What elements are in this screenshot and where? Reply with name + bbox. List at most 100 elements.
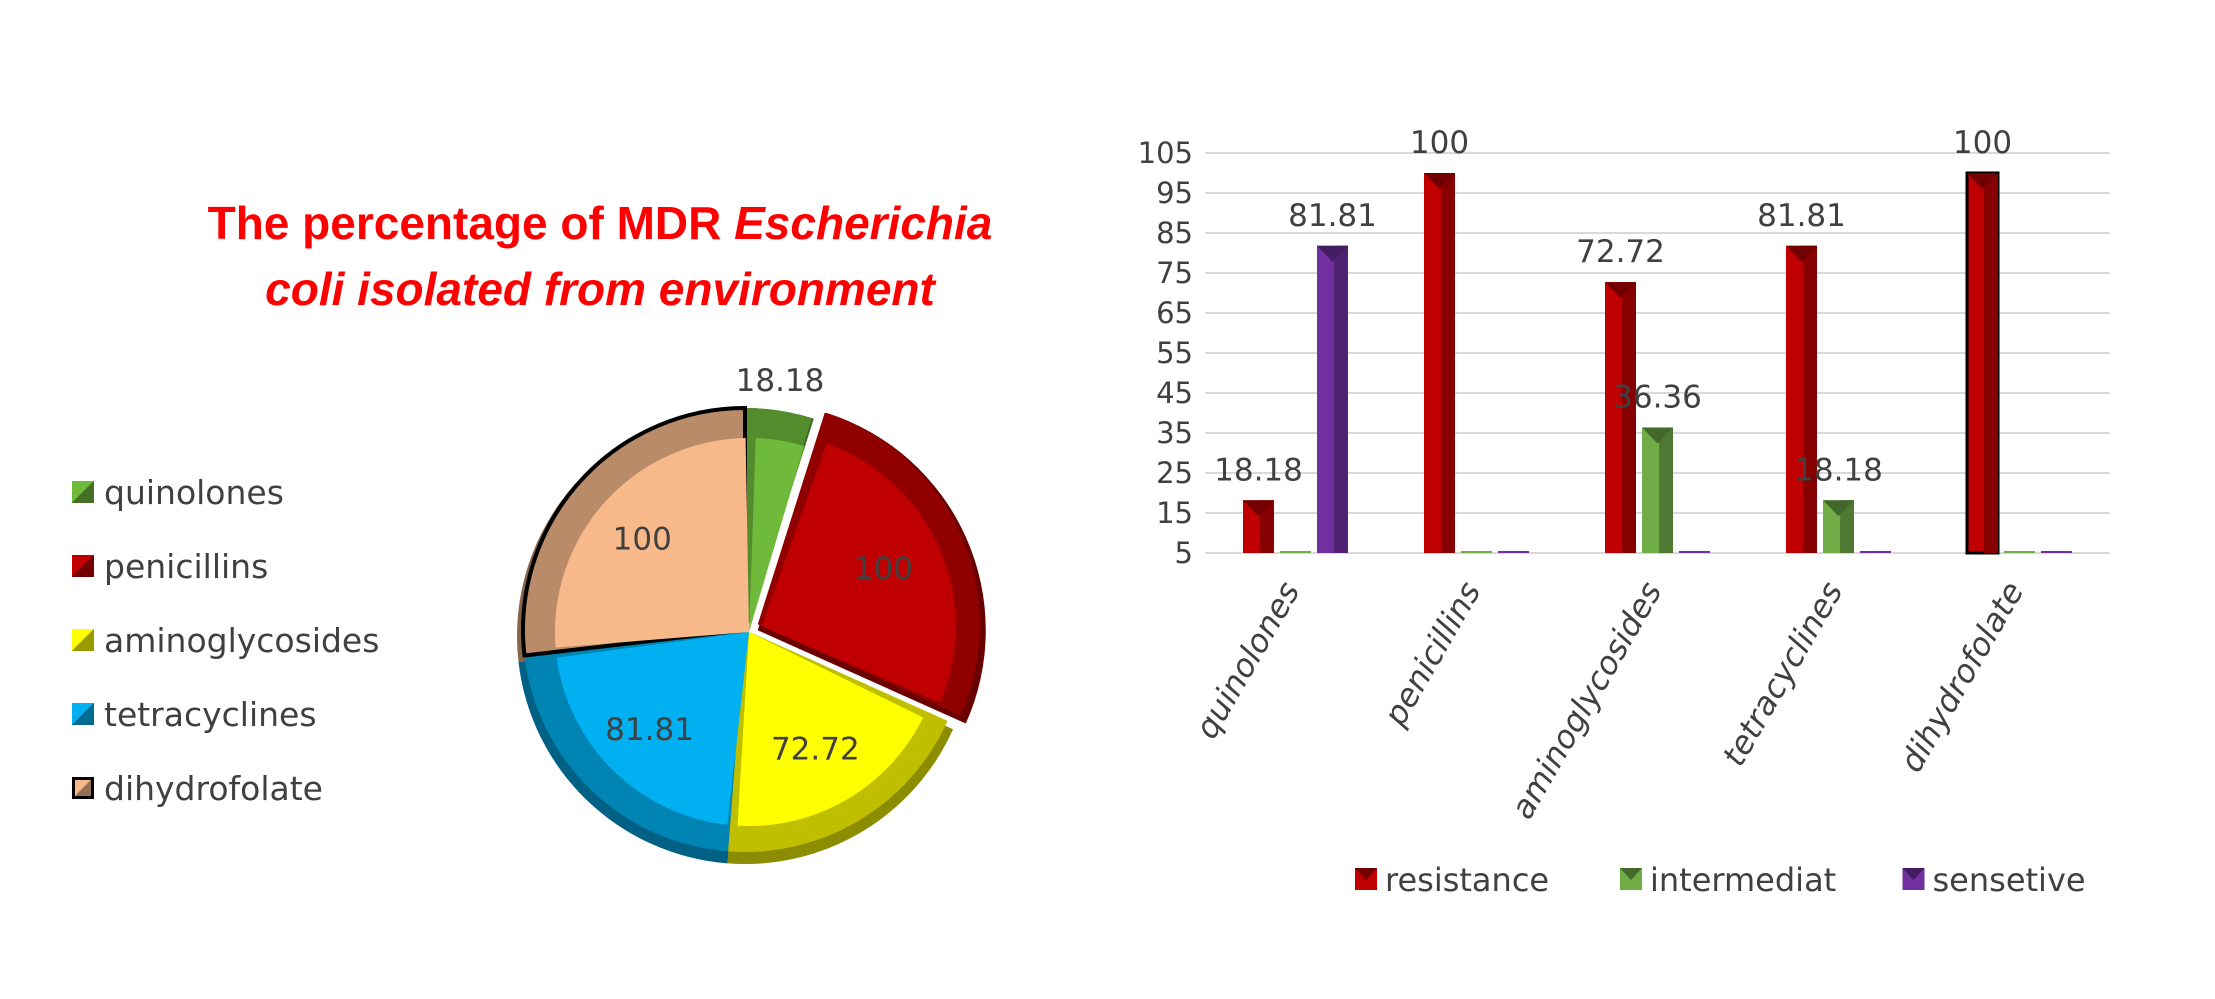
bar-side-dihydrofolate-resistance <box>1984 173 1998 553</box>
bar-dihydrofolate-intermediat <box>2004 551 2035 553</box>
bar-legend-item-intermediat: intermediat <box>1620 861 1836 899</box>
bar-body-penicillins-sensetive <box>1498 551 1529 553</box>
bar-penicillins-resistance <box>1424 173 1455 553</box>
bar-cap-penicillins-resistance <box>1424 173 1455 189</box>
x-tick-label-aminoglycosides: aminoglycosides <box>1503 575 1669 825</box>
bar-body-dihydrofolate-intermediat <box>2004 551 2035 553</box>
bar-dihydrofolate-sensetive <box>2041 551 2072 553</box>
title-text-a: The percentage of MDR <box>207 197 735 249</box>
bar-data-label-aminoglycosides-intermediat: 36.36 <box>1613 380 1702 416</box>
x-tick-label-dihydrofolate: dihydrofolate <box>1892 575 2031 779</box>
y-tick-label-95: 95 <box>1156 176 1193 210</box>
pie-chart: 18.18 100 72.72 81.81 100 <box>516 363 986 864</box>
y-tick-label-45: 45 <box>1156 376 1193 410</box>
pie-legend-label-aminoglycosides: aminoglycosides <box>104 620 380 660</box>
bar-cap-quinolones-sensetive <box>1317 245 1348 262</box>
pie-legend-swatch-quinolones <box>72 481 94 503</box>
bar-cap-tetracyclines-intermediat <box>1823 500 1854 517</box>
bar-body-aminoglycosides-sensetive <box>1679 551 1710 553</box>
y-tick-label-25: 25 <box>1156 456 1193 490</box>
pie-legend-item-quinolones: quinolones <box>72 455 379 529</box>
bar-side-aminoglycosides-intermediat <box>1659 427 1673 553</box>
pie-legend-item-tetracyclines: tetracyclines <box>72 677 379 751</box>
y-tick-label-65: 65 <box>1156 296 1193 330</box>
bar-tetracyclines-intermediat <box>1823 500 1854 553</box>
bar-aminoglycosides-sensetive <box>1679 551 1710 553</box>
y-tick-label-85: 85 <box>1156 216 1193 250</box>
pie-slice-face-aminoglycosides <box>737 632 924 826</box>
y-tick-label-105: 105 <box>1138 136 1193 170</box>
bar-cap-dihydrofolate-resistance <box>1967 173 1998 189</box>
pie-legend-swatch-dihydrofolate <box>72 777 94 799</box>
y-tick-label-5: 5 <box>1175 536 1193 570</box>
bar-aminoglycosides-resistance <box>1605 282 1636 553</box>
bar-cap-tetracyclines-resistance <box>1786 245 1817 262</box>
bar-tetracyclines-sensetive <box>1860 551 1891 553</box>
bar-body-penicillins-intermediat <box>1461 551 1492 553</box>
pie-legend-label-penicillins: penicillins <box>104 546 269 586</box>
bar-legend-label-resistance: resistance <box>1385 861 1549 899</box>
bar-legend-swatch-cap-resistance <box>1355 868 1377 880</box>
title-text-b: Escherichia <box>734 197 993 249</box>
pie-slice-face-dihydrofolate <box>555 438 749 648</box>
bar-cap-quinolones-resistance <box>1243 500 1274 517</box>
bar-legend-label-intermediat: intermediat <box>1650 861 1836 899</box>
x-tick-label-penicillins: penicillins <box>1375 575 1488 733</box>
bar-data-label-quinolones-resistance: 18.18 <box>1214 452 1303 488</box>
bar-body-dihydrofolate-sensetive <box>2041 551 2072 553</box>
pie-data-label-quinolones: 18.18 <box>736 363 825 399</box>
bar-tetracyclines-resistance <box>1786 245 1817 553</box>
bar-aminoglycosides-intermediat <box>1642 427 1673 553</box>
pie-legend-label-tetracyclines: tetracyclines <box>104 694 317 734</box>
x-tick-label-quinolones: quinolones <box>1187 575 1307 745</box>
y-tick-label-55: 55 <box>1156 336 1193 370</box>
pie-legend-label-dihydrofolate: dihydrofolate <box>104 768 323 808</box>
bar-side-tetracyclines-intermediat <box>1840 500 1854 553</box>
bar-legend-label-sensetive: sensetive <box>1933 861 2086 899</box>
bar-penicillins-sensetive <box>1498 551 1529 553</box>
bar-data-label-penicillins-resistance: 100 <box>1410 125 1469 161</box>
pie-slice-face-penicillins <box>761 443 956 703</box>
bar-dihydrofolate-resistance <box>1965 171 2000 555</box>
pie-legend-item-penicillins: penicillins <box>72 529 379 603</box>
pie-slice-face-quinolones <box>749 438 805 632</box>
bar-penicillins-intermediat <box>1461 551 1492 553</box>
bar-legend-swatch-cap-sensetive <box>1902 868 1925 880</box>
bar-data-label-tetracyclines-resistance: 81.81 <box>1757 198 1846 234</box>
pie-legend-item-aminoglycosides: aminoglycosides <box>72 603 379 677</box>
bar-side-quinolones-sensetive <box>1334 245 1348 553</box>
bar-quinolones-intermediat <box>1280 551 1311 553</box>
bar-body-quinolones-intermediat <box>1280 551 1311 553</box>
pie-data-label-dihydrofolate: 100 <box>613 521 672 557</box>
bar-data-label-aminoglycosides-resistance: 72.72 <box>1576 234 1665 270</box>
bar-quinolones-sensetive <box>1317 245 1348 553</box>
pie-legend-swatch-penicillins <box>72 555 94 577</box>
pie-chart-title: The percentage of MDR Escherichia coli i… <box>150 190 1050 322</box>
bar-data-label-tetracyclines-intermediat: 18.18 <box>1794 452 1883 488</box>
bar-body-tetracyclines-sensetive <box>1860 551 1891 553</box>
bar-side-penicillins-resistance <box>1441 173 1455 553</box>
pie-legend-label-quinolones: quinolones <box>104 472 284 512</box>
bar-side-aminoglycosides-resistance <box>1622 282 1636 553</box>
bar-cap-aminoglycosides-intermediat <box>1642 427 1673 444</box>
y-tick-label-15: 15 <box>1156 496 1193 530</box>
pie-data-label-tetracyclines: 81.81 <box>605 712 694 748</box>
bar-side-quinolones-resistance <box>1260 500 1274 553</box>
bar-legend-item-resistance: resistance <box>1355 861 1549 899</box>
bar-legend-item-sensetive: sensetive <box>1902 861 2086 899</box>
bar-side-tetracyclines-resistance <box>1803 245 1817 553</box>
pie-legend: quinolones penicillins aminoglycosides tetr… <box>72 455 379 825</box>
bar-chart: 5 15 25 35 45 55 65 75 85 95 105 quinolones penicill… <box>1138 125 2110 899</box>
bar-data-label-dihydrofolate-resistance: 100 <box>1953 125 2012 161</box>
pie-legend-swatch-tetracyclines <box>72 703 94 725</box>
y-tick-label-35: 35 <box>1156 416 1193 450</box>
pie-legend-item-dihydrofolate: dihydrofolate <box>72 751 379 825</box>
pie-data-label-penicillins: 100 <box>854 551 913 587</box>
bar-cap-aminoglycosides-resistance <box>1605 282 1636 299</box>
x-tick-label-tetracyclines: tetracyclines <box>1714 575 1850 772</box>
pie-legend-swatch-aminoglycosides <box>72 629 94 651</box>
y-tick-label-75: 75 <box>1156 256 1193 290</box>
bar-data-label-quinolones-sensetive: 81.81 <box>1288 198 1377 234</box>
bar-legend-swatch-cap-intermediat <box>1620 868 1642 880</box>
pie-slice-face-tetracyclines <box>556 632 749 825</box>
